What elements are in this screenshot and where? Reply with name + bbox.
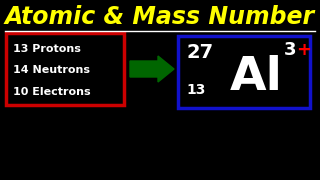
- Text: 14 Neutrons: 14 Neutrons: [13, 65, 90, 75]
- Text: 13: 13: [186, 83, 205, 97]
- Text: 27: 27: [186, 42, 213, 62]
- Bar: [6, 33, 124, 105]
- Text: 10 Electrons: 10 Electrons: [13, 87, 91, 97]
- FancyArrow shape: [130, 56, 174, 82]
- Text: 13 Protons: 13 Protons: [13, 44, 81, 54]
- Text: Atomic & Mass Number: Atomic & Mass Number: [5, 5, 315, 29]
- Text: 3: 3: [284, 41, 297, 59]
- Text: Al: Al: [230, 55, 283, 100]
- Text: +: +: [296, 41, 311, 59]
- Bar: [178, 36, 310, 108]
